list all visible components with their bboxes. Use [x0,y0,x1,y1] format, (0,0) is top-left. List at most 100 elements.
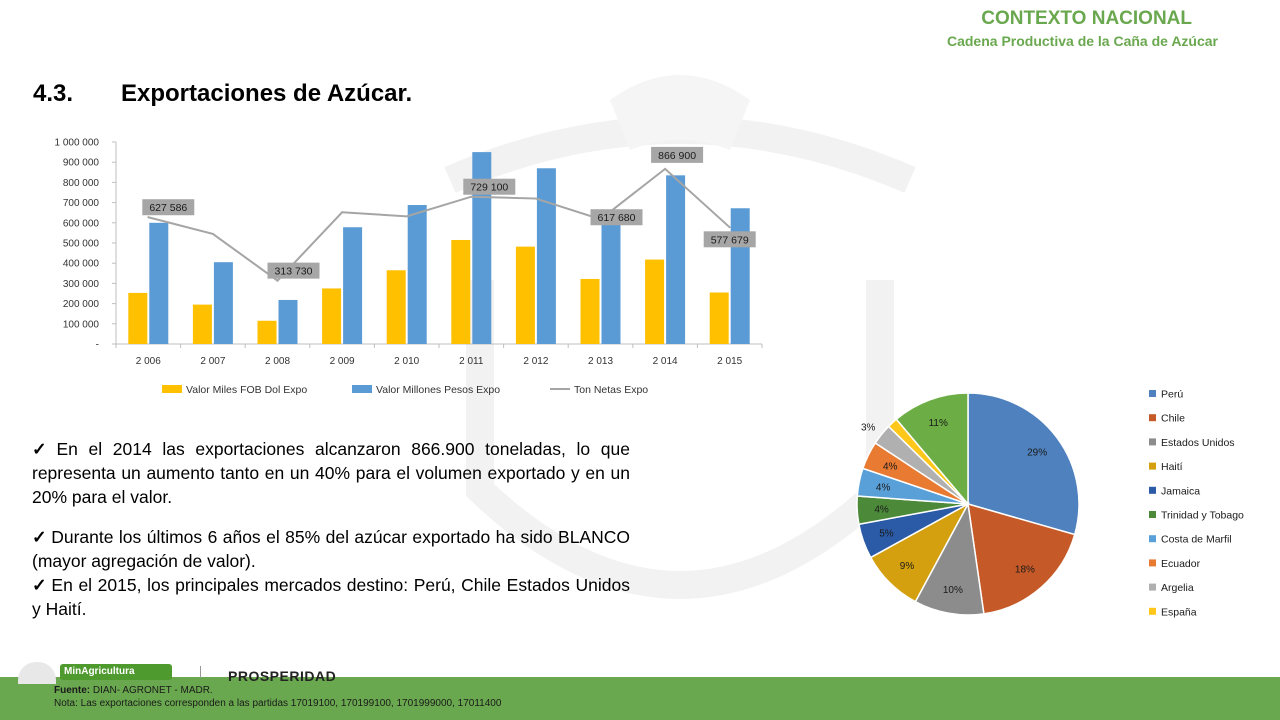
data-label: 866 900 [658,150,696,162]
legend-swatch [1149,414,1156,422]
legend-swatch [1149,607,1156,615]
legend-label: Haití [1161,461,1183,473]
pie-slice [967,502,1076,615]
y-tick-label: 900 000 [63,158,100,169]
data-label: 729 100 [470,182,508,194]
legend-swatch [162,385,182,393]
data-label: 577 679 [711,234,749,246]
bar [213,262,233,344]
check-icon: ✓ [32,575,48,595]
bar [580,278,600,344]
data-label: 313 730 [275,266,313,278]
logo-divider [200,666,201,678]
minagricultura-logo: MinAgricultura [60,664,172,680]
bar [472,152,492,344]
bar [192,304,212,344]
section-title: Exportaciones de Azúcar. [121,80,413,107]
slice-label: 11% [929,418,948,429]
legend-swatch [1149,390,1156,397]
prosperidad-logo: PROSPERIDAD [228,668,337,684]
legend-label: España [1161,606,1197,618]
y-tick-label: 1 000 000 [55,138,100,149]
bar [257,320,277,344]
legend-label: Jamaica [1161,485,1200,497]
bar [645,259,665,344]
legend-label: Costa de Marfil [1161,534,1232,546]
x-tick-label: 2 007 [200,356,225,367]
exports-combo-chart: - 100 000 200 000 300 000 400 000 500 000 600 … [55,138,763,396]
source-label: Fuente: [54,685,91,696]
legend-label: Valor Millones Pesos Expo [376,384,500,396]
legend-swatch [1149,486,1156,494]
bar [149,222,169,344]
legend-label: Ecuador [1161,558,1201,570]
slice-label: 29% [1027,447,1047,458]
x-tick-label: 2 015 [717,356,742,367]
y-tick-label: 800 000 [63,178,100,189]
colombia-seal-logo [18,662,56,684]
bullet-text: Durante los últimos 6 años el 85% del az… [32,527,630,571]
x-tick-label: 2 011 [459,356,484,367]
line-point [276,279,279,282]
line-point [534,197,537,200]
line-point [728,226,731,229]
pie-slice [967,392,1080,536]
slice-label: 10% [943,585,963,596]
bar [322,288,342,344]
x-tick-label: 2 009 [330,356,355,367]
bullet-list: ✓ En el 2014 las exportaciones alcanzaron… [32,437,630,621]
slice-label: 3% [861,422,876,433]
legend-swatch [1149,559,1156,567]
y-tick-label: - [96,340,99,351]
bar [343,227,363,344]
legend-label: Ton Netas Expo [574,384,648,396]
line-point [147,216,150,219]
data-label: 627 586 [149,202,187,214]
x-tick-label: 2 012 [523,356,548,367]
section-number: 4.3. [33,80,74,107]
bar [278,299,298,344]
x-tick-label: 2 006 [136,356,161,367]
tons-line [148,167,731,282]
bar [386,270,406,344]
legend-swatch [1149,511,1156,518]
source-line: Fuente: DIAN- AGRONET - MADR. [54,685,213,696]
y-tick-label: 100 000 [63,319,100,330]
y-tick-label: 200 000 [63,299,100,310]
bar [536,168,556,344]
data-label: 617 680 [598,212,636,224]
x-tick-label: 2 014 [653,356,678,367]
legend-label: Estados Unidos [1161,437,1235,449]
legend-swatch [352,385,372,393]
data-label-box [590,209,643,226]
x-tick-label: 2 013 [588,356,613,367]
slice-label: 5% [879,529,894,540]
x-tick-label: 2 008 [265,356,290,367]
bar [709,292,729,344]
bullet-item: ✓ En el 2015, los principales mercados de… [32,573,630,621]
data-label-box [267,262,320,279]
pie-slice [914,501,985,616]
bar [666,175,686,344]
check-icon: ✓ [32,527,48,547]
y-tick-label: 500 000 [63,239,100,250]
y-tick-label: 600 000 [63,218,100,229]
slice-label: 18% [1015,565,1035,576]
line-point [211,232,214,235]
header-title: CONTEXTO NACIONAL [981,8,1192,29]
slice-label: 4% [876,482,891,493]
bullet-text: En el 2015, los principales mercados des… [32,575,630,619]
legend-swatch [1149,535,1156,543]
slice-label: 9% [900,561,915,572]
line-point [470,195,473,198]
line-point [341,211,344,214]
data-label-box [703,231,756,248]
legend-label: Trinidad y Tobago [1161,510,1244,522]
bullet-item: ✓ Durante los últimos 6 años el 85% del a… [32,525,630,573]
pie-slice [895,392,969,507]
bar [128,292,148,344]
legend-label: Argelia [1161,582,1194,594]
slice-label: 4% [883,461,898,472]
markets-pie-chart: 29% 18% 10% 9% 5% 4% 4% 4% 3% 11% Perú Chile Estado… [856,389,1244,618]
bar [407,205,427,344]
